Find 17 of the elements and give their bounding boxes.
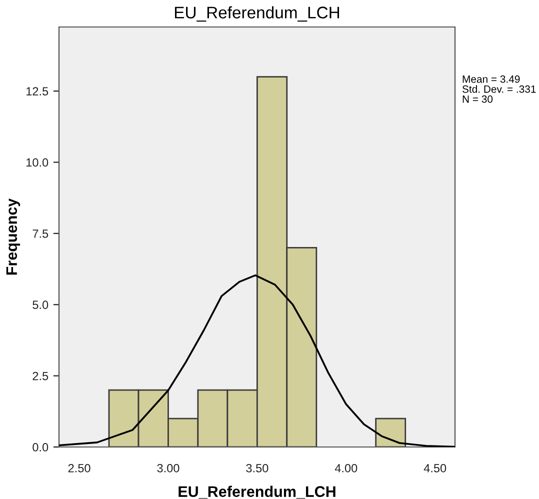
- text: Std. Dev. = .331: [462, 85, 536, 93]
- x-tick-label: 4.50: [424, 464, 446, 472]
- y-tick-label: 7.5: [32, 230, 48, 238]
- y-tick-label: 5.0: [32, 300, 48, 310]
- text: Mean = 3.49: [462, 75, 520, 83]
- y-tick-label: 12.5: [26, 87, 48, 96]
- chart-title: EU_Referendum_LCH: [174, 6, 340, 22]
- y-tick-label: 0.0: [32, 443, 48, 452]
- x-tick-label: 3.00: [157, 464, 180, 472]
- x-tick-label: 3.50: [246, 464, 268, 472]
- y-tick-label: 2.5: [32, 372, 48, 380]
- x-tick-label: 4.00: [334, 464, 358, 472]
- y-tick-label: 10.0: [26, 158, 48, 167]
- x-tick-label: 2.50: [68, 464, 90, 472]
- x-axis-title: EU_Referendum_LCH: [178, 486, 336, 499]
- y-axis-title: Frequency: [6, 198, 20, 275]
- text: N = 30: [462, 95, 493, 103]
